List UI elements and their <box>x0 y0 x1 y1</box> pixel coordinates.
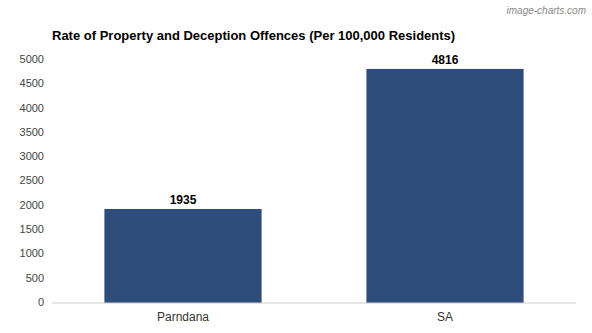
y-tick-label: 2000 <box>20 199 44 211</box>
bars <box>104 69 523 303</box>
y-tick-label: 0 <box>38 296 44 308</box>
y-tick-label: 3000 <box>20 150 44 162</box>
y-tick-label: 500 <box>26 272 44 284</box>
x-tick-label: Parndana <box>157 310 209 324</box>
data-label: 1935 <box>170 193 197 207</box>
bar <box>104 209 261 303</box>
data-label: 4816 <box>432 53 459 67</box>
chart: 0 500 1000 1500 2000 2500 3000 3500 4000 4500 5000… <box>0 0 592 333</box>
bar <box>366 69 523 303</box>
y-tick-label: 2500 <box>20 174 44 186</box>
y-tick-label: 4000 <box>20 102 44 114</box>
y-axis: 0 500 1000 1500 2000 2500 3000 3500 4000 4500 5000 <box>20 53 44 308</box>
x-axis-line <box>52 303 576 304</box>
y-tick-label: 3500 <box>20 126 44 138</box>
y-tick-label: 1500 <box>20 223 44 235</box>
y-tick-label: 1000 <box>20 247 44 259</box>
data-labels: 1935 4816 <box>170 53 459 207</box>
x-tick-label: SA <box>437 310 453 324</box>
y-tick-label: 4500 <box>20 77 44 89</box>
y-tick-label: 5000 <box>20 53 44 65</box>
title: Rate of Property and Deception Offences … <box>52 28 455 43</box>
watermark: image-charts.com <box>507 5 586 16</box>
x-axis: Parndana SA <box>157 310 453 324</box>
